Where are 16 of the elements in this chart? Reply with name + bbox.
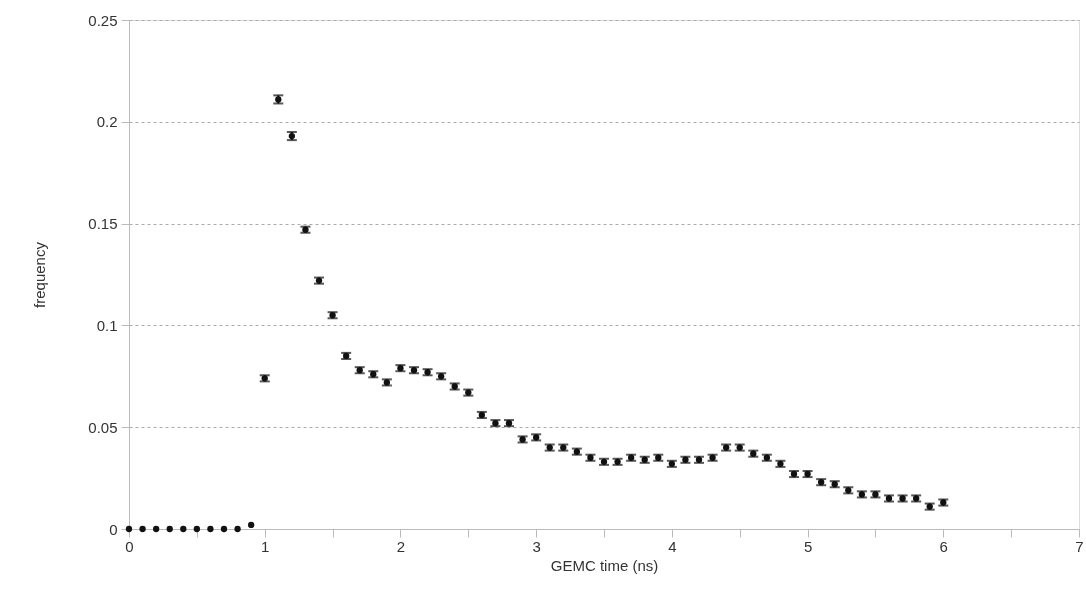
y-tick-label: 0.15 bbox=[88, 215, 118, 233]
x-tick-label: 2 bbox=[396, 537, 406, 555]
x-tick-label: 0 bbox=[125, 537, 134, 555]
x-tick-label: 1 bbox=[261, 537, 270, 555]
y-axis-title: frequency bbox=[31, 241, 49, 308]
x-tick-label: 6 bbox=[939, 537, 948, 555]
y-tick-label: 0 bbox=[109, 520, 118, 538]
x-tick-label: 3 bbox=[532, 537, 541, 555]
y-tick-label: 0.2 bbox=[96, 113, 118, 131]
y-tick-label: 0.05 bbox=[88, 418, 118, 436]
y-tick-label: 0.1 bbox=[96, 316, 118, 334]
x-axis-title: GEMC time (ns) bbox=[550, 556, 659, 574]
x-tick-label: 4 bbox=[668, 537, 677, 555]
x-tick-label: 5 bbox=[803, 537, 813, 555]
y-tick-label: 0.25 bbox=[88, 11, 118, 29]
x-tick-label: 7 bbox=[1075, 537, 1084, 555]
